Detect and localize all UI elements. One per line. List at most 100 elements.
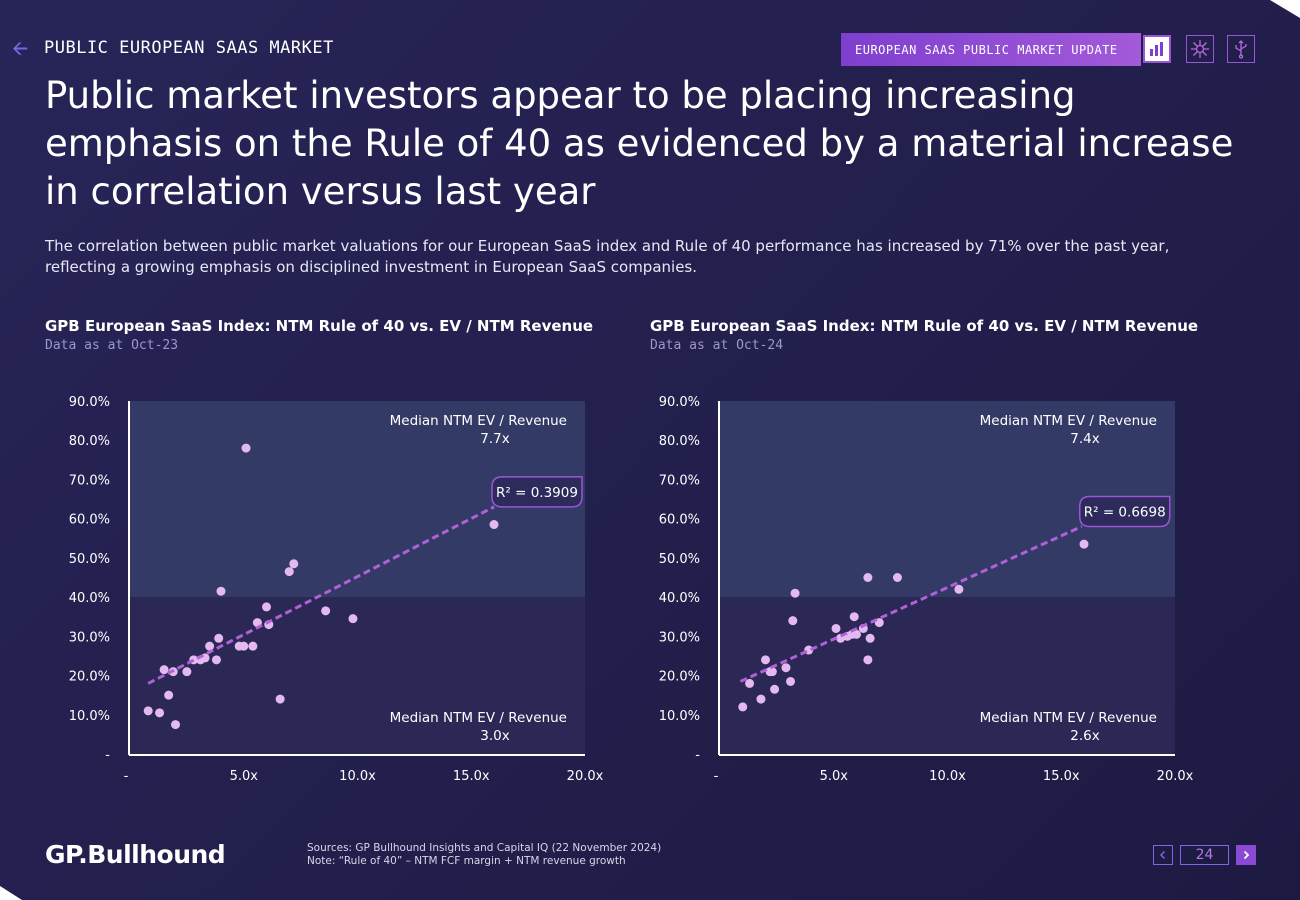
scatter-chart-oct-24: - 10.0% 20.0% 30.0% 40.0% 50.0% 60.0% 70.0% 80.0… (659, 395, 1194, 784)
lower-median-label: Median NTM EV / Revenue (390, 710, 567, 726)
y-tick-label: 50.0% (659, 552, 700, 567)
x-tick-label: 15.0x (453, 769, 490, 784)
data-point (756, 694, 766, 704)
chart-1-title: GPB European SaaS Index: NTM Rule of 40 … (45, 317, 594, 335)
data-point (214, 633, 224, 643)
breadcrumb: 🡨 PUBLIC EUROPEAN SAAS MARKET (12, 36, 334, 60)
r-squared-label: R² = 0.6698 (1084, 505, 1166, 521)
chevron-right-icon (1243, 850, 1250, 860)
y-tick-label: 10.0% (659, 709, 700, 724)
data-point (275, 694, 285, 704)
data-point (767, 667, 777, 677)
y-tick-label: 80.0% (659, 434, 700, 449)
sources-note: Sources: GP Bullhound Insights and Capit… (307, 842, 661, 868)
y-tick-label: 20.0% (659, 670, 700, 685)
lower-band (720, 597, 1175, 754)
data-point (155, 708, 165, 718)
usb-icon[interactable] (1227, 35, 1255, 63)
y-tick-label: 70.0% (69, 473, 110, 488)
data-point (954, 584, 964, 594)
section-title: PUBLIC EUROPEAN SAAS MARKET (44, 38, 334, 58)
y-tick-label: 30.0% (69, 630, 110, 645)
upper-median-label: Median NTM EV / Revenue (390, 413, 567, 429)
data-point (863, 573, 873, 582)
data-point (284, 567, 294, 577)
x-tick-label: 20.0x (567, 769, 604, 784)
y-tick-label: - (105, 748, 110, 763)
data-point (852, 629, 861, 639)
y-tick-label: 70.0% (659, 473, 700, 488)
data-point (348, 614, 358, 624)
page-headline: Public market investors appear to be pla… (45, 74, 1234, 213)
x-tick-label: 15.0x (1043, 769, 1080, 784)
chart-2-subtitle: Data as at Oct-24 (650, 338, 784, 353)
note-line: Note: “Rule of 40” – NTM FCF margin + NT… (307, 855, 626, 867)
bar-chart-icon[interactable] (1143, 35, 1171, 63)
y-tick-label: 90.0% (69, 395, 110, 410)
chart-1-subtitle: Data as at Oct-23 (45, 338, 179, 353)
scatter-chart-oct-23: - 10.0% 20.0% 30.0% 40.0% 50.0% 60.0% 70.0% 80.0… (69, 395, 604, 784)
y-tick-label: 50.0% (69, 552, 110, 567)
prev-page-button[interactable] (1153, 845, 1173, 865)
data-point (790, 588, 800, 598)
data-point (239, 641, 249, 651)
data-point (182, 667, 192, 677)
page-subtitle: The correlation between public market va… (45, 237, 1170, 276)
market-update-button[interactable]: EUROPEAN SAAS PUBLIC MARKET UPDATE (841, 33, 1141, 66)
upper-median-value: 7.4x (1070, 431, 1099, 447)
data-point (738, 702, 748, 712)
data-point (205, 641, 215, 651)
data-point (761, 655, 770, 665)
data-point (1079, 539, 1089, 549)
y-tick-label: - (695, 748, 700, 763)
upper-median-value: 7.7x (480, 431, 509, 447)
x-tick-label: 10.0x (929, 769, 966, 784)
back-arrow-icon[interactable]: 🡨 (12, 36, 29, 60)
r-squared-box (1078, 495, 1171, 528)
company-logo: GP.Bullhound (45, 840, 226, 869)
y-tick-label: 30.0% (659, 630, 700, 645)
lower-median-value: 2.6x (1070, 728, 1099, 744)
data-point (831, 623, 841, 633)
chevron-left-icon (1159, 850, 1166, 860)
x-tick-label: 5.0x (820, 769, 849, 784)
trend-line (739, 525, 1083, 683)
data-point (849, 612, 859, 622)
y-tick-label: 60.0% (659, 513, 700, 528)
y-tick-label: 10.0% (69, 709, 110, 724)
page-number: 24 (1180, 845, 1229, 865)
data-point (892, 573, 902, 582)
data-point (143, 706, 153, 716)
data-point (863, 655, 873, 665)
data-point (788, 616, 798, 626)
x-tick-label: 5.0x (230, 769, 259, 784)
data-point (781, 663, 791, 673)
data-point (159, 665, 169, 675)
data-point (241, 443, 251, 453)
x-tick-label: - (714, 769, 719, 784)
x-tick-label: 20.0x (1157, 769, 1194, 784)
data-point (171, 720, 180, 730)
y-tick-label: 90.0% (659, 395, 700, 410)
data-point (211, 655, 221, 665)
data-point (262, 602, 271, 612)
lower-median-value: 3.0x (480, 728, 509, 744)
lower-band (130, 597, 585, 754)
y-tick-label: 60.0% (69, 513, 110, 528)
sources-line: Sources: GP Bullhound Insights and Capit… (307, 842, 662, 854)
data-point (786, 676, 796, 686)
network-icon[interactable] (1186, 35, 1214, 63)
data-point (216, 586, 226, 596)
data-point (745, 678, 755, 688)
trend-line (147, 505, 495, 685)
page-corner-bottom (0, 886, 22, 900)
data-point (248, 641, 258, 651)
page-corner (1270, 0, 1300, 18)
next-page-button[interactable] (1236, 845, 1256, 865)
y-tick-label: 20.0% (69, 670, 110, 685)
chart-2-title: GPB European SaaS Index: NTM Rule of 40 … (650, 317, 1199, 335)
data-point (489, 520, 499, 530)
data-point (770, 684, 780, 694)
data-point (865, 633, 875, 643)
data-point (164, 690, 174, 700)
